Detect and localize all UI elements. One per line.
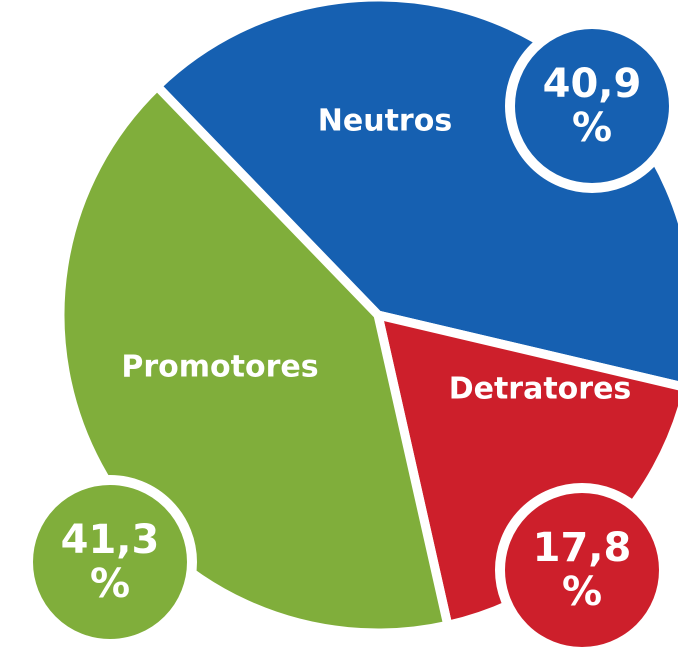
slice-label: Promotores (121, 350, 318, 385)
slice-label: Neutros (318, 104, 452, 139)
slice-label: Detratores (449, 372, 632, 407)
badge-circle (23, 475, 197, 649)
badge-circle (495, 483, 669, 655)
value-label: 41,3 % (60, 517, 160, 607)
badge-circle (505, 19, 678, 193)
value-label: 17,8 % (532, 525, 632, 615)
value-label: 40,9 % (542, 61, 642, 151)
